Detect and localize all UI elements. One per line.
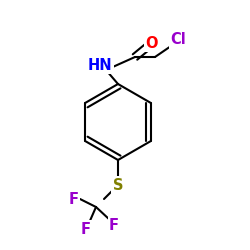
Text: F: F: [81, 222, 91, 236]
Text: F: F: [69, 192, 79, 206]
Text: HN: HN: [88, 58, 112, 72]
Text: S: S: [113, 178, 123, 192]
Text: Cl: Cl: [170, 32, 186, 48]
Text: O: O: [146, 36, 158, 51]
Text: F: F: [109, 218, 119, 232]
